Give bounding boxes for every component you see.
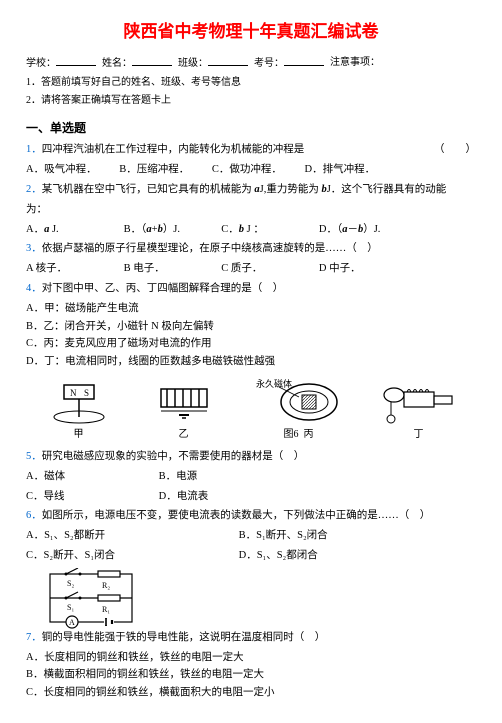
fig-bing-svg: 永久磁体 [254,377,344,427]
q2-opt-a: A．a J. [26,222,121,239]
question-5: 5．研究电磁感应现象的实验中，不需要使用的器材是（ ） [26,449,476,466]
q4-opt-b: B．乙：闭合开关，小磁针 N 极向左偏转 [26,319,456,336]
svg-text:A: A [69,618,75,627]
q6-opt-d: D．S₁、S₂都闭合 [239,548,318,565]
fig-ding-svg [379,377,459,427]
svg-text:S₁: S₁ [67,603,74,612]
q3-opt-b: B 电子． [124,261,219,278]
question-4: 4．对下图中甲、乙、丙、丁四幅图解释合理的是（ ） [26,281,476,298]
q4-opt-d: D．丁：电流相同时，线圈的匝数越多电磁铁磁性越强 [26,354,456,371]
q3-num: 3． [26,243,42,254]
svg-text:R₂: R₂ [102,581,110,590]
q3-opt-d: D 中子． [319,261,414,278]
instruction-2: 2．请将答案正确填写在答题卡上 [26,93,476,109]
q1-options: A．吸气冲程． B．压缩冲程． C．做功冲程． D．排气冲程． [26,162,476,179]
name-label: 姓名： [102,55,172,72]
section-single-choice: 一、单选题 [26,119,476,138]
q7-num: 7． [26,632,42,643]
fig-yi-label: 乙 [149,427,219,443]
svg-text:N: N [70,388,77,398]
fig6-label: 图6 [284,429,299,440]
q5-opt-d: D．电流表 [159,489,289,506]
fig-ding-label: 丁 [379,427,459,443]
question-6: 6．如图所示，电源电压不变，要使电流表的读数最大，下列做法中正确的是……（ ） [26,508,476,525]
q7-options: A．长度相同的铜丝和铁丝，铁丝的电阻一定大 B．横截面积相同的铜丝和铁丝，铁丝的… [26,650,476,702]
q1-opt-a: A．吸气冲程． [26,162,97,179]
q2-text1c: J．这个飞行器具有的动能 [327,184,447,195]
fig-jia: N S 甲 [44,377,114,443]
q2-opt-c: C．b J ： [221,222,316,239]
fig-bing-label: 丙 [304,429,314,440]
q6-num: 6． [26,510,42,521]
q1-num: 1． [26,144,42,155]
q1-opt-d: D．排气冲程． [305,162,376,179]
fig-yi-svg [149,377,219,427]
q2-num: 2． [26,184,42,195]
q2-text1: 某飞机器在空中飞行，已知它具有的机械能为 [42,184,255,195]
q2-opt-b: B．（a+b）J. [124,222,219,239]
fig-yi: 乙 [149,377,219,443]
q3-options: A 核子． B 电子． C 质子． D 中子． [26,261,476,278]
fig-ding: 丁 [379,377,459,443]
school-label: 学校： [26,55,96,72]
q1-opt-c: C．做功冲程． [212,162,282,179]
q7-text: 铜的导电性能强于铁的导电性能，这说明在温度相同时（ ） [42,632,326,643]
q5-opt-a: A．磁体 [26,469,156,486]
fig-jia-label: 甲 [44,427,114,443]
q2-text1b: J,重力势能为 [260,184,322,195]
class-label: 班级： [178,55,248,72]
svg-text:永久磁体: 永久磁体 [256,378,292,389]
q6-options2: C．S₂断开、S₁闭合 D．S₁、S₂都闭合 [26,548,476,565]
svg-text:R₁: R₁ [102,605,110,614]
instruction-1: 1．答题前填写好自己的姓名、班级、考号等信息 [26,75,476,91]
svg-text:S₂: S₂ [67,579,74,588]
q7-opt-c: C．长度相同的铜丝和铁丝，横截面积大的电阻一定小 [26,685,456,702]
question-3: 3．依据卢瑟福的原子行星模型理论，在原子中绕核高速旋转的是……（ ） [26,241,476,258]
question-7: 7．铜的导电性能强于铁的导电性能，这说明在温度相同时（ ） [26,630,476,647]
q4-num: 4． [26,283,42,294]
question-1: 1．四冲程汽油机在工作过程中，内能转化为机械能的冲程是 （ ） [26,142,476,159]
q5-num: 5． [26,451,42,462]
q2-line2: 为： [26,202,476,219]
q6-options: A．S₁、S₂都断开 B．S₁断开、S₂闭合 [26,528,476,545]
fig-bing: 永久磁体 图6 丙 [254,377,344,443]
q6-opt-c: C．S₂断开、S₁闭合 [26,548,216,565]
q3-opt-c: C 质子． [221,261,316,278]
q3-opt-a: A 核子． [26,261,121,278]
q3-text: 依据卢瑟福的原子行星模型理论，在原子中绕核高速旋转的是……（ ） [42,243,378,254]
q5-opt-c: C．导线 [26,489,156,506]
header-info: 学校： 姓名： 班级： 考号： 注意事项： [26,55,476,72]
fig-jia-svg: N S [44,377,114,427]
notice-label: 注意事项： [330,55,380,72]
q4-options: A．甲：磁场能产生电流 B．乙：闭合开关，小磁针 N 极向左偏转 C．丙：麦克风… [26,301,476,371]
q7-opt-b: B．横截面积相同的铜丝和铁丝，铁丝的电阻一定大 [26,667,456,684]
q4-opt-c: C．丙：麦克风应用了磁场对电流的作用 [26,336,456,353]
q5-options: A．磁体 B．电源 [26,469,476,486]
q4-figures: N S 甲 乙 永久磁体 图6 丙 [26,377,476,443]
q7-opt-a: A．长度相同的铜丝和铁丝，铁丝的电阻一定大 [26,650,456,667]
q5-options2: C．导线 D．电流表 [26,489,476,506]
examno-label: 考号： [254,55,324,72]
q1-paren: （ ） [434,142,476,159]
q1-text: 四冲程汽油机在工作过程中，内能转化为机械能的冲程是 [42,144,305,155]
exam-title: 陕西省中考物理十年真题汇编试卷 [26,18,476,45]
q2-options: A．a J. B．（a+b）J. C．b J ： D．（a－b）J. [26,222,476,239]
q1-opt-b: B．压缩冲程． [119,162,189,179]
q6-text: 如图所示，电源电压不变，要使电流表的读数最大，下列做法中正确的是……（ ） [42,510,431,521]
q2-opt-d: D．（a－b）J. [319,222,414,239]
q6-opt-b: B．S₁断开、S₂闭合 [239,528,328,545]
q5-text: 研究电磁感应现象的实验中，不需要使用的器材是（ ） [42,451,305,462]
q4-opt-a: A．甲：磁场能产生电流 [26,301,456,318]
svg-text:S: S [84,388,89,398]
q4-text: 对下图中甲、乙、丙、丁四幅图解释合理的是（ ） [42,283,284,294]
q5-opt-b: B．电源 [159,469,289,486]
question-2: 2．某飞机器在空中飞行，已知它具有的机械能为 aJ,重力势能为 bJ．这个飞行器… [26,182,476,199]
q6-opt-a: A．S₁、S₂都断开 [26,528,216,545]
q6-circuit: S₂ S₁ R₂ R₁ A [44,568,144,630]
